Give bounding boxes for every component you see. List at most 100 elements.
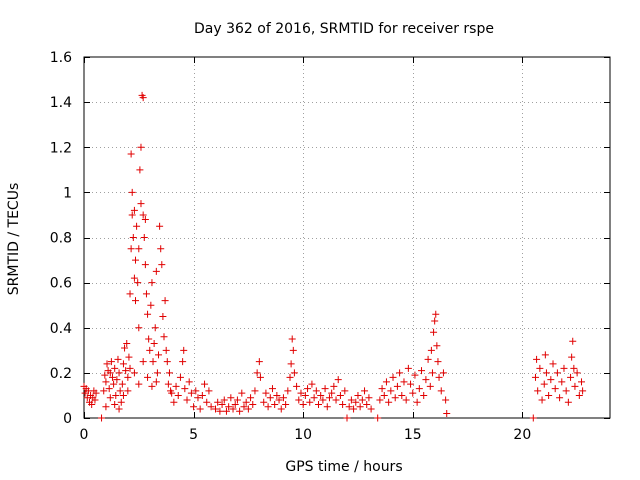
- data-point: [242, 398, 250, 406]
- data-point: [541, 351, 549, 359]
- data-point: [321, 385, 329, 393]
- data-points: [80, 91, 587, 422]
- data-point: [393, 382, 401, 390]
- data-point: [142, 290, 150, 298]
- data-point: [141, 215, 149, 223]
- data-point: [529, 414, 537, 422]
- data-point: [352, 398, 360, 406]
- data-point: [150, 340, 158, 348]
- data-point: [268, 385, 276, 393]
- data-point: [207, 403, 215, 411]
- data-point: [214, 398, 222, 406]
- data-point: [422, 376, 430, 384]
- data-point: [402, 396, 410, 404]
- data-point: [428, 369, 436, 377]
- data-point: [538, 396, 546, 404]
- data-point: [162, 346, 170, 354]
- data-point: [354, 391, 362, 399]
- data-point: [236, 407, 244, 415]
- data-point: [551, 385, 559, 393]
- data-point: [128, 188, 136, 196]
- data-point: [91, 396, 99, 404]
- data-point: [118, 380, 126, 388]
- data-point: [432, 310, 440, 318]
- data-point: [260, 398, 268, 406]
- data-point: [575, 391, 583, 399]
- data-point: [325, 394, 333, 402]
- data-point: [380, 391, 388, 399]
- data-point: [132, 256, 140, 264]
- data-point: [113, 376, 121, 384]
- data-point: [130, 274, 138, 282]
- y-tick-label: 0.2: [50, 366, 72, 382]
- data-point: [190, 403, 198, 411]
- data-point: [125, 353, 133, 361]
- data-point: [130, 369, 138, 377]
- data-point: [304, 385, 312, 393]
- data-point: [569, 337, 577, 345]
- data-point: [286, 373, 294, 381]
- data-point: [442, 396, 450, 404]
- data-point: [92, 389, 100, 397]
- data-point: [437, 387, 445, 395]
- data-point: [365, 394, 373, 402]
- data-point: [176, 373, 184, 381]
- data-point: [540, 380, 548, 388]
- data-point: [367, 405, 375, 413]
- data-point: [277, 405, 285, 413]
- data-point: [126, 364, 134, 372]
- data-point: [105, 385, 113, 393]
- data-point: [212, 405, 219, 413]
- data-point: [119, 360, 127, 368]
- data-point: [287, 360, 295, 368]
- data-point: [361, 387, 369, 395]
- data-point: [106, 394, 114, 402]
- data-point: [130, 206, 138, 214]
- data-point: [111, 364, 119, 372]
- data-point: [157, 245, 165, 253]
- data-point: [141, 261, 149, 269]
- data-point: [152, 378, 160, 386]
- data-point: [192, 387, 200, 395]
- data-point: [578, 378, 586, 386]
- data-point: [148, 279, 156, 287]
- data-point: [135, 245, 143, 253]
- data-point: [328, 389, 336, 397]
- data-point: [293, 382, 301, 390]
- data-point: [238, 389, 246, 397]
- data-point: [161, 297, 169, 305]
- data-point: [558, 378, 566, 386]
- data-point: [310, 394, 318, 402]
- data-point: [108, 373, 116, 381]
- data-point: [181, 385, 189, 393]
- data-point: [231, 400, 239, 408]
- data-point: [356, 403, 364, 411]
- data-point: [135, 324, 143, 332]
- data-point: [233, 396, 241, 404]
- data-point: [100, 387, 108, 395]
- data-point: [542, 369, 550, 377]
- y-tick-label: 1.6: [50, 50, 72, 66]
- data-point: [149, 358, 157, 366]
- data-point: [124, 387, 132, 395]
- data-point: [284, 387, 292, 395]
- data-point: [400, 378, 408, 386]
- grid: [84, 57, 610, 418]
- y-tick-label: 0.8: [50, 231, 72, 247]
- data-point: [424, 355, 432, 363]
- data-point: [564, 398, 572, 406]
- data-point: [123, 340, 131, 348]
- data-point: [330, 382, 338, 390]
- data-point: [102, 403, 110, 411]
- data-point: [124, 373, 132, 381]
- data-point: [273, 391, 281, 399]
- data-point: [151, 324, 159, 332]
- y-tick-label: 1.4: [50, 95, 72, 111]
- data-point: [139, 94, 147, 102]
- data-point: [315, 400, 323, 408]
- data-point: [136, 166, 144, 174]
- data-point: [404, 364, 412, 372]
- data-point: [172, 382, 180, 390]
- data-point: [117, 398, 125, 406]
